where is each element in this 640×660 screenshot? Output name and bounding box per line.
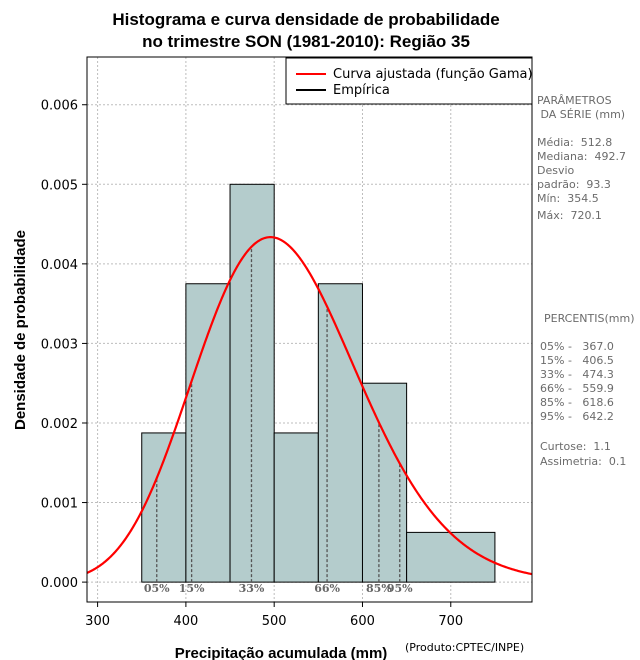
percentile-label: 05% — [144, 582, 170, 595]
stats-line: PARÂMETROS — [537, 94, 612, 107]
histogram-bar — [141, 432, 187, 583]
legend-label-empirical: Empírica — [333, 83, 390, 98]
histogram-bar — [361, 382, 408, 583]
percentile-line: 33% - 474.3 — [540, 368, 614, 381]
y-tick-label: 0.003 — [41, 337, 78, 352]
y-tick-label: 0.000 — [41, 576, 78, 591]
stats-panel: PARÂMETROS DA SÉRIE (mm) Média: 512.8 Me… — [537, 94, 626, 222]
percentile-label: 95% — [387, 582, 413, 595]
product-credit: (Produto:CPTEC/INPE) — [405, 641, 524, 654]
percentile-panel: PERCENTIS(mm) 05% - 367.0 15% - 406.5 33… — [540, 312, 635, 468]
y-axis: 0.000 0.001 0.002 0.003 0.004 0.005 0.006 — [41, 99, 87, 591]
x-tick-label: 600 — [350, 614, 375, 629]
chart-title-line1: Histograma e curva densidade de probabil… — [112, 10, 499, 29]
histogram-bar — [317, 283, 363, 583]
histogram-bar — [185, 283, 231, 583]
percentile-lines: 05% 15% 33% 66% 85%95% — [144, 246, 413, 595]
percentile-label: 66% — [314, 582, 340, 595]
x-tick-label: 500 — [262, 614, 287, 629]
x-axis-label: Precipitação acumulada (mm) — [175, 645, 388, 660]
legend: Curva ajustada (função Gama) Empírica — [285, 57, 533, 105]
percentile-line: 85% - 618.6 — [540, 396, 614, 409]
gamma-fit-curve — [86, 236, 533, 576]
stats-line: DA SÉRIE (mm) — [537, 108, 625, 121]
percentile-line: Curtose: 1.1 — [540, 440, 611, 453]
percentile-label: 85% — [366, 582, 392, 595]
histogram-bar — [273, 432, 319, 583]
percentile-line: 05% - 367.0 — [540, 340, 614, 353]
y-tick-label: 0.002 — [41, 417, 78, 432]
x-axis: 300 400 500 600 700 — [85, 602, 463, 629]
percentile-label: 33% — [239, 582, 265, 595]
x-tick-label: 300 — [85, 614, 110, 629]
x-tick-label: 400 — [173, 614, 198, 629]
y-tick-label: 0.001 — [41, 497, 78, 512]
histogram-bar — [229, 183, 275, 583]
legend-box — [285, 57, 533, 105]
x-tick-label: 700 — [438, 614, 463, 629]
percentile-line: PERCENTIS(mm) — [544, 312, 635, 325]
y-tick-label: 0.004 — [41, 258, 78, 273]
stats-line: Desvio — [537, 164, 575, 177]
percentile-line: 15% - 406.5 — [540, 354, 614, 367]
legend-label-fit: Curva ajustada (função Gama) — [333, 67, 533, 82]
stats-line: Mín: 354.5 — [537, 192, 599, 205]
histogram-bar — [406, 531, 496, 583]
gamma-curve-layer — [86, 236, 533, 576]
stats-line: padrão: 93.3 — [537, 178, 611, 191]
stats-line: Máx: 720.1 — [537, 209, 602, 222]
y-tick-label: 0.006 — [41, 99, 78, 114]
percentile-line: 95% - 642.2 — [540, 410, 614, 423]
y-tick-label: 0.005 — [41, 178, 78, 193]
stats-line: Mediana: 492.7 — [537, 150, 626, 163]
percentile-line: 66% - 559.9 — [540, 382, 614, 395]
percentile-label: 15% — [179, 582, 205, 595]
chart-title-line2: no trimestre SON (1981-2010): Região 35 — [142, 32, 470, 51]
plot-frame — [86, 56, 533, 603]
percentile-line: Assimetria: 0.1 — [540, 455, 626, 468]
histogram-bars — [141, 183, 496, 583]
stats-line: Média: 512.8 — [537, 136, 612, 149]
y-axis-label: Densidade de probabilidade — [12, 230, 29, 430]
